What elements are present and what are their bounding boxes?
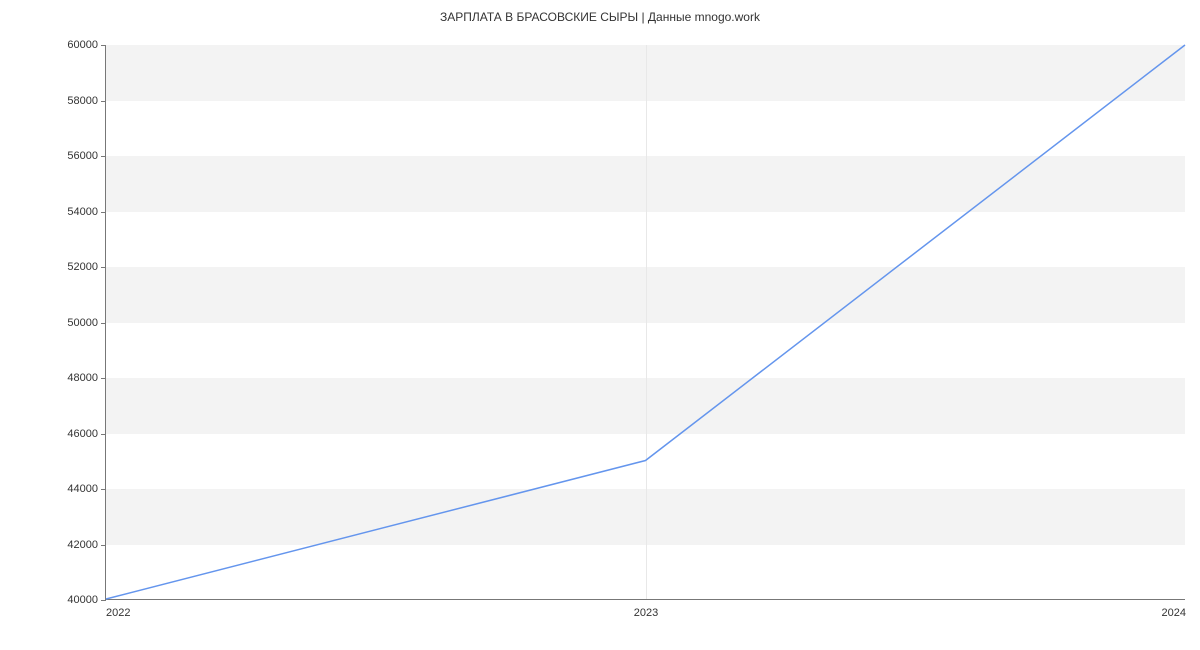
y-tick-label: 44000 bbox=[67, 483, 98, 495]
data-line bbox=[106, 45, 1185, 599]
line-series bbox=[106, 45, 1185, 599]
x-tick-label: 2024 bbox=[1162, 607, 1186, 619]
plot-area: 4000042000440004600048000500005200054000… bbox=[105, 45, 1185, 600]
y-tick-label: 48000 bbox=[67, 372, 98, 384]
y-tick-label: 56000 bbox=[67, 150, 98, 162]
y-tick-mark bbox=[101, 212, 106, 213]
y-tick-label: 50000 bbox=[67, 317, 98, 329]
y-tick-mark bbox=[101, 378, 106, 379]
y-tick-label: 46000 bbox=[67, 428, 98, 440]
chart-container: 4000042000440004600048000500005200054000… bbox=[105, 45, 1185, 600]
chart-title: ЗАРПЛАТА В БРАСОВСКИЕ СЫРЫ | Данные mnog… bbox=[0, 0, 1200, 29]
x-tick-label: 2023 bbox=[634, 607, 658, 619]
y-tick-mark bbox=[101, 600, 106, 601]
y-tick-label: 52000 bbox=[67, 261, 98, 273]
y-tick-mark bbox=[101, 323, 106, 324]
y-tick-label: 54000 bbox=[67, 206, 98, 218]
y-tick-label: 58000 bbox=[67, 95, 98, 107]
y-tick-label: 42000 bbox=[67, 539, 98, 551]
y-tick-label: 40000 bbox=[67, 594, 98, 606]
y-tick-mark bbox=[101, 156, 106, 157]
y-tick-mark bbox=[101, 101, 106, 102]
y-tick-label: 60000 bbox=[67, 39, 98, 51]
y-tick-mark bbox=[101, 45, 106, 46]
y-tick-mark bbox=[101, 267, 106, 268]
x-tick-label: 2022 bbox=[106, 607, 130, 619]
y-tick-mark bbox=[101, 434, 106, 435]
y-tick-mark bbox=[101, 489, 106, 490]
y-tick-mark bbox=[101, 545, 106, 546]
